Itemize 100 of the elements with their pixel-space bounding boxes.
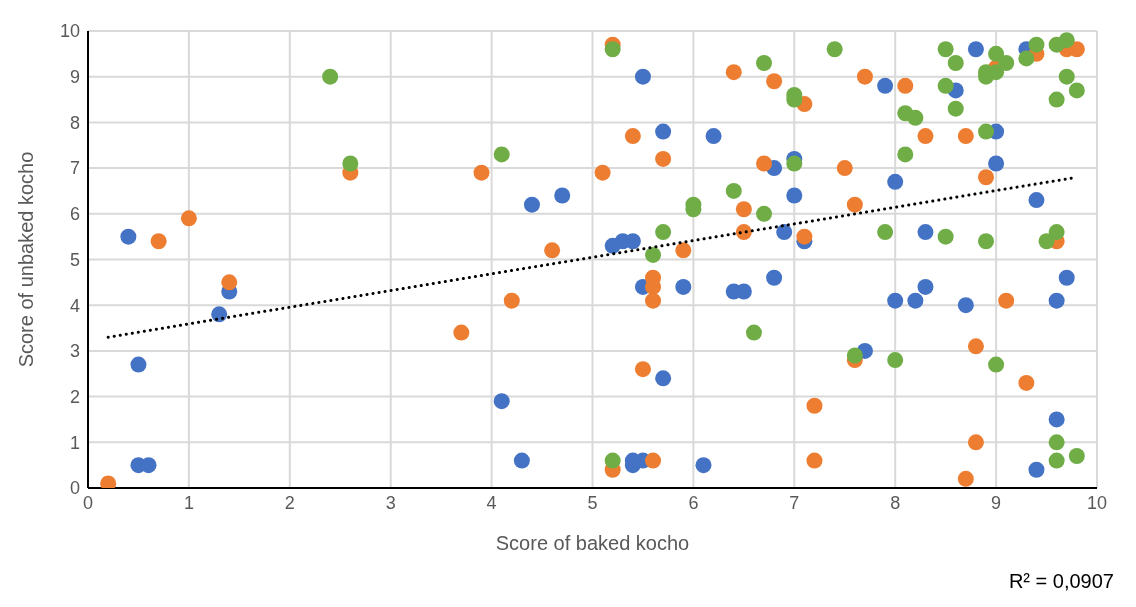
point	[766, 269, 783, 286]
point	[957, 128, 974, 145]
y-tick-label: 10	[59, 21, 80, 42]
point	[725, 182, 742, 199]
point	[907, 292, 924, 309]
point	[786, 155, 803, 172]
point	[917, 128, 934, 145]
point	[957, 297, 974, 314]
point	[917, 224, 934, 241]
point	[1028, 36, 1045, 53]
point	[907, 109, 924, 126]
point	[967, 41, 984, 58]
point	[756, 54, 773, 71]
point	[180, 210, 197, 227]
point	[846, 196, 863, 213]
x-tick-label: 4	[486, 492, 497, 513]
point	[1048, 292, 1065, 309]
point	[947, 100, 964, 117]
point	[796, 228, 813, 245]
point	[978, 233, 995, 250]
point	[1058, 68, 1075, 85]
point	[655, 224, 672, 241]
point	[221, 274, 238, 291]
point	[887, 173, 904, 190]
point	[322, 68, 339, 85]
x-tick-label: 1	[183, 492, 194, 513]
point	[967, 338, 984, 355]
x-tick-label: 6	[688, 492, 699, 513]
y-tick-label: 8	[69, 112, 80, 133]
x-tick-label: 3	[385, 492, 396, 513]
x-tick-label: 2	[284, 492, 295, 513]
point	[513, 452, 530, 469]
point	[554, 187, 571, 204]
point	[988, 45, 1005, 62]
y-tick-label: 9	[69, 67, 80, 88]
y-tick-label: 0	[69, 478, 80, 499]
point	[594, 164, 611, 181]
point	[1028, 461, 1045, 478]
point	[998, 292, 1015, 309]
point	[695, 457, 712, 474]
y-tick-label: 6	[69, 204, 80, 225]
point	[645, 292, 662, 309]
point	[150, 233, 167, 250]
y-tick-label: 4	[69, 295, 80, 316]
point	[877, 224, 894, 241]
y-tick-label: 1	[69, 432, 80, 453]
point	[503, 292, 520, 309]
point	[1048, 91, 1065, 108]
y-tick-label: 2	[69, 386, 80, 407]
point	[988, 155, 1005, 172]
point	[1058, 32, 1075, 49]
point	[655, 370, 672, 387]
point	[120, 228, 137, 245]
point	[1038, 233, 1055, 250]
point	[604, 41, 621, 58]
point	[130, 356, 147, 373]
point	[1048, 434, 1065, 451]
point	[877, 77, 894, 94]
x-tick-label: 10	[1086, 492, 1108, 513]
point	[937, 77, 954, 94]
point	[846, 347, 863, 364]
point	[967, 434, 984, 451]
point	[836, 160, 853, 177]
point	[1068, 448, 1085, 465]
point	[1048, 224, 1065, 241]
point	[887, 352, 904, 369]
point	[735, 201, 752, 218]
point	[675, 242, 692, 259]
point	[806, 397, 823, 414]
point	[776, 224, 793, 241]
point	[211, 306, 228, 323]
point	[756, 205, 773, 222]
point	[806, 452, 823, 469]
point	[645, 246, 662, 263]
point	[655, 150, 672, 167]
x-axis-title: Score of baked kocho	[495, 532, 690, 554]
point	[645, 452, 662, 469]
point	[978, 123, 995, 140]
point	[735, 224, 752, 241]
point	[342, 155, 359, 172]
point	[624, 128, 641, 145]
point	[453, 324, 470, 341]
y-tick-label: 7	[69, 158, 80, 179]
point	[937, 41, 954, 58]
x-tick-label: 0	[82, 492, 94, 513]
point	[897, 77, 914, 94]
point	[1048, 411, 1065, 428]
point	[786, 187, 803, 204]
point	[856, 68, 873, 85]
point	[978, 169, 995, 186]
point	[1018, 50, 1035, 67]
point	[988, 356, 1005, 373]
point	[745, 324, 762, 341]
point	[998, 54, 1015, 71]
point	[917, 278, 934, 295]
point	[493, 393, 510, 410]
point	[604, 452, 621, 469]
point	[675, 278, 692, 295]
point	[887, 292, 904, 309]
point	[1028, 192, 1045, 209]
